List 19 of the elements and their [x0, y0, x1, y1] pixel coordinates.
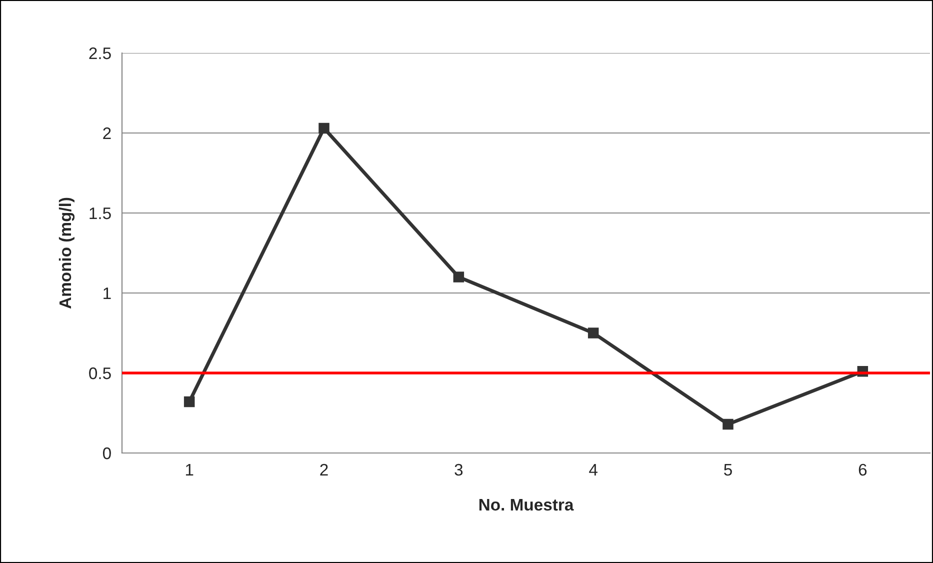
y-tick-label: 2 — [103, 127, 111, 140]
y-tick-label: 0.5 — [89, 367, 111, 380]
x-tick-label: 1 — [186, 464, 194, 476]
y-tick-label: 0 — [102, 447, 111, 460]
x-axis-title: No. Muestra — [479, 499, 574, 511]
point — [318, 122, 330, 134]
y-tick-label: 2.5 — [89, 47, 111, 60]
x-tick-label: 6 — [858, 464, 867, 476]
y-axis-title: Amonio (mg/l) — [58, 198, 75, 309]
point — [588, 328, 599, 338]
x-tick-label: 5 — [724, 464, 732, 476]
x-tick-label: 3 — [454, 464, 463, 476]
y-tick-label: 1.5 — [90, 208, 111, 220]
x-tick-label: 4 — [589, 464, 598, 476]
y-tick-label: 1 — [104, 288, 111, 300]
x-tick-label: 2 — [320, 464, 328, 476]
point — [453, 272, 464, 282]
point — [722, 418, 734, 430]
point — [184, 396, 195, 408]
